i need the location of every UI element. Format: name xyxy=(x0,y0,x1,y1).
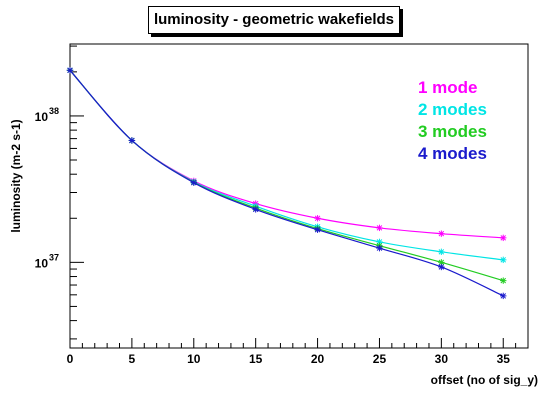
y-tick-label: 10 xyxy=(35,256,49,270)
x-tick-label: 35 xyxy=(497,352,511,366)
x-tick-label: 15 xyxy=(249,352,263,366)
legend-entry: 3 modes xyxy=(418,122,487,141)
y-tick-label: 10 xyxy=(35,110,49,124)
data-point xyxy=(500,234,507,242)
y-axis-label: luminosity (m-2 s-1) xyxy=(9,119,23,232)
x-axis-label: offset (no of sig_y) xyxy=(431,373,538,387)
data-point xyxy=(500,256,507,264)
x-tick-label: 10 xyxy=(187,352,201,366)
data-point xyxy=(314,226,321,233)
series-4 xyxy=(66,67,507,300)
x-tick-label: 30 xyxy=(435,352,449,366)
data-point xyxy=(376,244,383,252)
y-tick-exponent: 38 xyxy=(49,106,59,116)
series-layer xyxy=(66,67,507,300)
legend-entry: 1 mode xyxy=(418,78,478,97)
data-point xyxy=(500,292,507,300)
data-point xyxy=(438,263,445,271)
legend-entry: 2 modes xyxy=(418,100,487,119)
x-tick-label: 20 xyxy=(311,352,325,366)
data-point xyxy=(438,248,445,256)
data-point xyxy=(314,215,321,222)
data-point xyxy=(66,67,74,74)
x-axis-ticks: 0 5 10 15 20 25 30 35 xyxy=(67,338,529,366)
data-point xyxy=(128,137,136,144)
x-tick-label: 0 xyxy=(67,352,74,366)
data-point xyxy=(500,277,507,284)
data-point xyxy=(190,179,197,186)
x-tick-label: 25 xyxy=(373,352,387,366)
legend: 1 mode 2 modes 3 modes 4 modes xyxy=(418,78,487,163)
chart-title: luminosity - geometric wakefields xyxy=(148,6,400,34)
data-point xyxy=(438,230,445,237)
plot-frame xyxy=(69,43,529,349)
legend-entry: 4 modes xyxy=(418,144,487,163)
data-point xyxy=(376,224,383,232)
series-line xyxy=(69,69,504,261)
data-point xyxy=(438,259,445,266)
x-tick-label: 5 xyxy=(129,352,136,366)
data-point xyxy=(252,206,259,213)
y-tick-exponent: 37 xyxy=(49,252,59,262)
